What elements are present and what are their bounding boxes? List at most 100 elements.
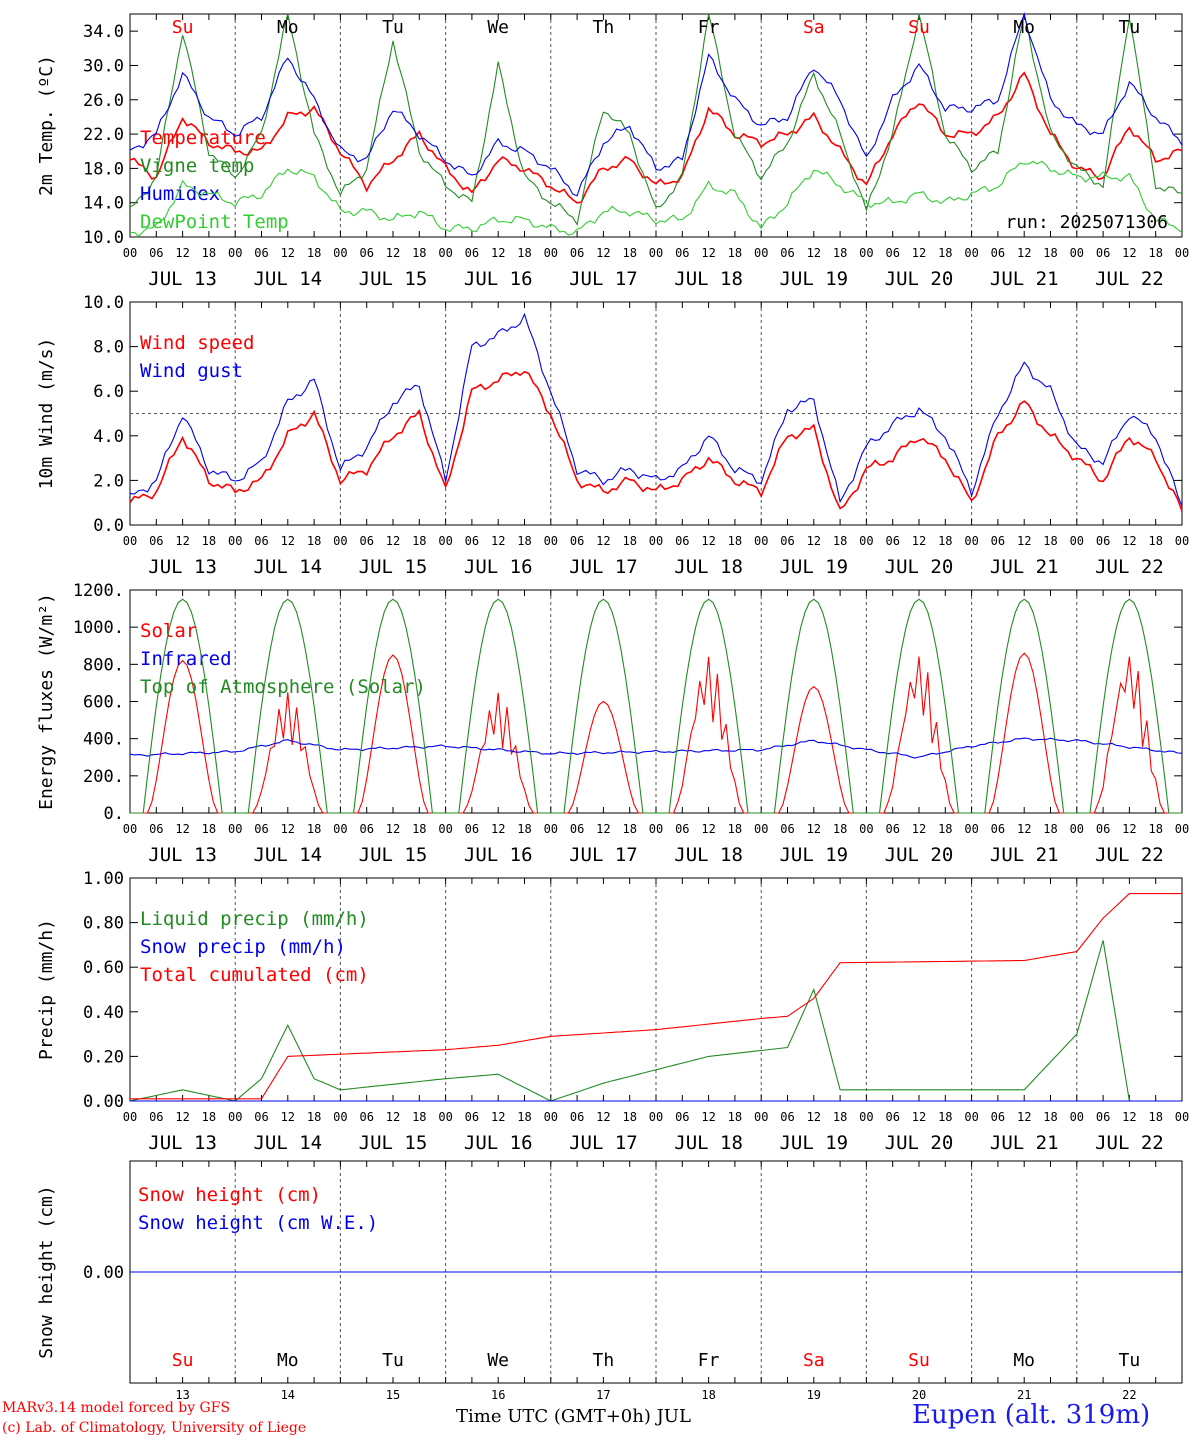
hour-tick-label: 06: [1096, 534, 1110, 548]
hour-tick-label: 18: [938, 822, 952, 836]
legend-entry: Snow precip (mm/h): [140, 936, 346, 958]
y-axis-label: 2m Temp. (ºC): [36, 55, 57, 196]
weekday-label: Su: [172, 1350, 194, 1371]
hour-tick-label: 12: [596, 822, 610, 836]
hour-tick-label: 00: [1175, 246, 1189, 260]
y-tick-label: 0.0: [93, 516, 124, 536]
hour-tick-label: 18: [202, 1110, 216, 1124]
hour-tick-label: 00: [859, 246, 873, 260]
hour-tick-label: 18: [938, 246, 952, 260]
weekday-label: Tu: [1119, 1350, 1141, 1371]
weekday-label: Th: [593, 1350, 615, 1371]
hour-tick-label: 06: [1096, 246, 1110, 260]
day-number-label: 17: [596, 1388, 610, 1402]
date-label: JUL 15: [359, 844, 428, 866]
hour-tick-label: 18: [938, 534, 952, 548]
hour-tick-label: 06: [675, 822, 689, 836]
date-label: JUL 21: [990, 1132, 1059, 1154]
y-tick-label: 8.0: [93, 338, 124, 358]
date-label: JUL 22: [1095, 844, 1164, 866]
y-tick-label: 10.0: [83, 228, 124, 248]
y-tick-label: 600.: [83, 693, 124, 713]
date-label: JUL 13: [148, 268, 217, 290]
weekday-label: Fr: [698, 17, 720, 38]
hour-tick-label: 12: [386, 534, 400, 548]
hour-tick-label: 00: [228, 534, 242, 548]
hour-tick-label: 12: [701, 534, 715, 548]
y-tick-label: 30.0: [83, 56, 124, 76]
hour-tick-label: 00: [1070, 534, 1084, 548]
date-label: JUL 13: [148, 556, 217, 578]
hour-tick-label: 18: [622, 822, 636, 836]
y-tick-label: 10.0: [83, 293, 124, 313]
hour-tick-label: 18: [307, 534, 321, 548]
hour-tick-label: 06: [1096, 822, 1110, 836]
day-number-label: 21: [1017, 1388, 1031, 1402]
date-label: JUL 21: [990, 268, 1059, 290]
hour-tick-label: 06: [675, 1110, 689, 1124]
hour-tick-label: 06: [570, 534, 584, 548]
hour-tick-label: 00: [649, 246, 663, 260]
hour-tick-label: 18: [412, 822, 426, 836]
panel-frame: [129, 589, 1183, 814]
weekday-label: Su: [172, 17, 194, 38]
hour-tick-label: 18: [517, 246, 531, 260]
hour-tick-label: 00: [333, 246, 347, 260]
hour-tick-label: 18: [728, 246, 742, 260]
date-label: JUL 14: [253, 844, 322, 866]
hour-tick-label: 06: [149, 534, 163, 548]
hour-tick-label: 00: [754, 534, 768, 548]
y-tick-label: 0.60: [83, 958, 124, 978]
y-tick-label: 34.0: [83, 22, 124, 42]
hour-tick-label: 00: [649, 822, 663, 836]
hour-tick-label: 06: [991, 1110, 1005, 1124]
hour-tick-label: 12: [281, 1110, 295, 1124]
day-number-label: 16: [491, 1388, 505, 1402]
hour-tick-label: 18: [1043, 822, 1057, 836]
series-line: [129, 370, 1183, 512]
hour-tick-label: 00: [964, 1110, 978, 1124]
weekday-label: Fr: [698, 1350, 720, 1371]
hour-tick-label: 12: [1017, 246, 1031, 260]
y-tick-label: 1200.: [73, 581, 124, 601]
hour-tick-label: 18: [728, 1110, 742, 1124]
day-number-label: 15: [386, 1388, 400, 1402]
series-line: [129, 71, 1183, 204]
y-axis-label: Energy fluxes (W/m²): [36, 593, 57, 810]
day-number-label: 22: [1122, 1388, 1136, 1402]
hour-tick-label: 00: [649, 534, 663, 548]
legend-entry: Total cumulated (cm): [140, 964, 369, 986]
hour-tick-label: 18: [728, 534, 742, 548]
hour-tick-label: 18: [307, 822, 321, 836]
y-tick-label: 14.0: [83, 194, 124, 214]
hour-tick-label: 12: [386, 1110, 400, 1124]
hour-tick-label: 12: [175, 1110, 189, 1124]
date-label: JUL 19: [779, 844, 848, 866]
hour-tick-label: 12: [1122, 246, 1136, 260]
hour-tick-label: 12: [912, 822, 926, 836]
hour-tick-label: 12: [491, 1110, 505, 1124]
day-number-label: 19: [807, 1388, 821, 1402]
hour-tick-label: 12: [807, 1110, 821, 1124]
date-label: JUL 14: [253, 556, 322, 578]
hour-tick-label: 06: [570, 1110, 584, 1124]
y-tick-label: 26.0: [83, 91, 124, 111]
hour-tick-label: 06: [885, 1110, 899, 1124]
hour-tick-label: 06: [780, 1110, 794, 1124]
weekday-label: Tu: [382, 17, 404, 38]
hour-tick-label: 18: [517, 822, 531, 836]
hour-tick-label: 12: [912, 246, 926, 260]
hour-tick-label: 18: [412, 1110, 426, 1124]
date-label: JUL 21: [990, 844, 1059, 866]
legend-entry: Infrared: [140, 648, 232, 670]
date-label: JUL 20: [885, 268, 954, 290]
hour-tick-label: 06: [675, 246, 689, 260]
hour-tick-label: 00: [1175, 534, 1189, 548]
hour-tick-label: 12: [281, 822, 295, 836]
hour-tick-label: 06: [675, 534, 689, 548]
hour-tick-label: 06: [1096, 1110, 1110, 1124]
legend-entry: Vigne temp: [140, 155, 254, 177]
hour-tick-label: 00: [859, 822, 873, 836]
date-label: JUL 17: [569, 556, 638, 578]
